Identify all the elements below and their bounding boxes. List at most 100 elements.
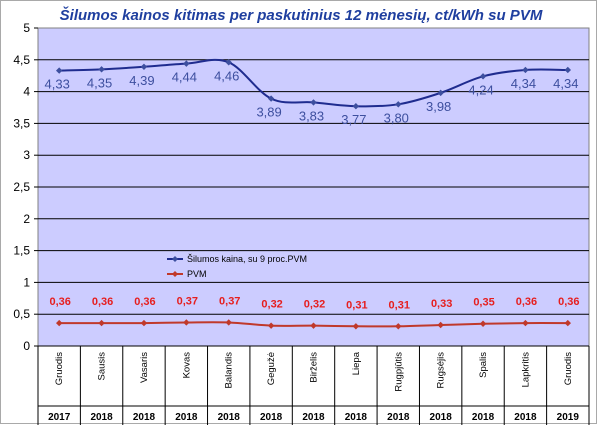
- data-label-price: 3,98: [426, 99, 451, 114]
- data-point-price: [225, 59, 232, 66]
- data-label-price: 4,44: [172, 70, 197, 85]
- data-point-vat: [437, 321, 444, 329]
- data-labels: 4,33 4,35 4,39 4,44 4,46 3,89 3,83 3,77 3,80 3,98…: [45, 68, 580, 311]
- data-label-price: 4,34: [511, 76, 536, 91]
- data-point-price: [352, 103, 360, 110]
- x-year-label: 2018: [260, 412, 283, 423]
- data-point-vat: [267, 322, 275, 329]
- data-label-vat: 0,31: [346, 299, 367, 311]
- x-axis: Gruodis 2017 Sausis 2018 Vasaris 2018 Kovas 201…: [37, 345, 590, 425]
- data-point-vat: [564, 319, 572, 327]
- x-year-label: 2018: [302, 412, 325, 423]
- data-label-vat: 0,36: [134, 296, 155, 308]
- data-label-price: 3,80: [384, 110, 409, 125]
- data-point-vat: [522, 319, 529, 327]
- data-label-vat: 0,31: [389, 299, 410, 311]
- data-label-price: 4,46: [214, 68, 239, 83]
- x-year-label: 2017: [48, 412, 71, 423]
- data-label-price: 4,39: [129, 73, 154, 88]
- x-year-label: 2018: [218, 412, 241, 423]
- y-tick-label: 4,5: [13, 53, 30, 67]
- x-category-label: Kovas: [181, 352, 192, 379]
- data-point-vat: [55, 319, 63, 327]
- x-year-label: 2018: [175, 412, 198, 423]
- x-year-label: 2019: [557, 412, 580, 423]
- x-category-label: Balandis: [224, 352, 235, 389]
- data-point-vat: [183, 319, 190, 326]
- x-year-label: 2018: [345, 412, 368, 423]
- data-point-vat: [140, 319, 148, 327]
- data-point-vat: [352, 323, 360, 330]
- data-label-price: 4,24: [468, 82, 493, 97]
- y-tick-label: 0: [23, 339, 30, 353]
- data-point-vat: [225, 319, 232, 326]
- x-year-label: 2018: [514, 412, 537, 423]
- data-label-vat: 0,35: [473, 297, 494, 309]
- x-year-label: 2018: [90, 412, 113, 423]
- x-year-label: 2018: [133, 412, 156, 423]
- x-category-label: Gegužė: [266, 352, 277, 385]
- x-category-label: Birželis: [309, 352, 320, 383]
- y-tick-label: 1,5: [13, 244, 30, 258]
- data-point-vat: [98, 319, 105, 327]
- legend-point-vat: [172, 271, 178, 277]
- data-label-vat: 0,32: [261, 299, 282, 311]
- chart-title: Šilumos kainos kitimas per paskutinius 1…: [60, 6, 543, 24]
- data-label-price: 3,77: [341, 112, 366, 127]
- data-point-price: [267, 95, 275, 102]
- data-point-price: [310, 99, 317, 106]
- data-label-vat: 0,36: [92, 296, 113, 308]
- data-point-price: [479, 73, 487, 80]
- data-point-price: [98, 66, 105, 73]
- data-label-price: 4,33: [45, 77, 70, 92]
- data-label-price: 3,83: [299, 108, 324, 123]
- data-point-price: [522, 66, 529, 74]
- data-point-vat: [479, 320, 487, 327]
- data-label-vat: 0,37: [177, 295, 198, 307]
- data-point-vat: [310, 322, 317, 329]
- data-point-price: [564, 66, 572, 74]
- data-label-price: 4,34: [553, 76, 578, 91]
- x-category-label: Spalis: [478, 352, 489, 378]
- x-year-label: 2018: [387, 412, 410, 423]
- data-point-price: [395, 101, 402, 108]
- data-point-price: [55, 67, 63, 74]
- y-axis: 0 0,5 1 1,5 2 2,5 3 3,5 4 4,5 5: [13, 21, 38, 353]
- data-label-vat: 0,32: [304, 299, 325, 311]
- x-year-label: 2018: [430, 412, 453, 423]
- x-category-label: Sausis: [97, 352, 108, 381]
- y-tick-label: 4: [23, 85, 30, 99]
- data-label-vat: 0,37: [219, 295, 240, 307]
- data-label-vat: 0,36: [516, 296, 537, 308]
- data-label-vat: 0,36: [49, 296, 70, 308]
- y-tick-label: 0,5: [13, 307, 30, 321]
- y-tick-label: 2: [23, 212, 30, 226]
- y-tick-label: 3,5: [13, 116, 30, 130]
- data-label-vat: 0,33: [431, 298, 452, 310]
- data-point-price: [183, 60, 190, 67]
- legend-point-price: [172, 256, 178, 262]
- y-tick-label: 1: [23, 275, 30, 289]
- y-tick-label: 3: [23, 148, 30, 162]
- gridlines: [38, 59, 589, 315]
- x-category-label: Rugpjūtis: [393, 352, 404, 392]
- data-label-price: 4,35: [87, 75, 112, 90]
- data-label-price: 3,89: [256, 105, 281, 120]
- legend-label-vat: PVM: [187, 269, 207, 279]
- x-category-label: Rugsėjis: [436, 352, 447, 389]
- x-category-label: Gruodis: [54, 352, 65, 386]
- data-point-price: [437, 89, 444, 97]
- y-tick-label: 5: [23, 21, 30, 35]
- y-tick-label: 2,5: [13, 180, 30, 194]
- data-point-vat: [395, 323, 402, 330]
- series-group: [55, 58, 572, 330]
- legend-label-price: Šilumos kaina, su 9 proc.PVM: [187, 254, 307, 264]
- x-category-label: Liepa: [351, 351, 362, 375]
- data-label-vat: 0,36: [558, 296, 579, 308]
- x-category-label: Vasaris: [139, 352, 150, 383]
- legend: Šilumos kaina, su 9 proc.PVM PVM: [167, 254, 307, 279]
- x-year-label: 2018: [472, 412, 495, 423]
- x-category-label: Gruodis: [563, 352, 574, 386]
